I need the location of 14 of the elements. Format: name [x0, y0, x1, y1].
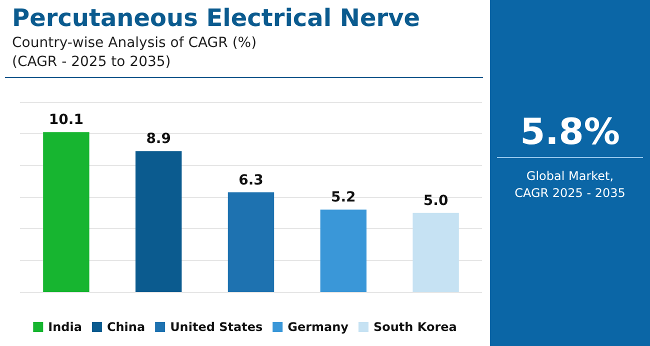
chart-subtitle: Country-wise Analysis of CAGR (%) (CAGR - 2025 to 2035): [12, 34, 257, 72]
legend-label: South Korea: [373, 320, 457, 334]
data-label: 6.3: [238, 172, 264, 188]
data-label: 5.2: [330, 190, 356, 206]
legend-label: Germany: [288, 320, 349, 334]
data-label: 8.9: [146, 131, 172, 148]
data-label: 5.0: [423, 192, 448, 209]
text: Global Market, CAGR 2025 - 2035: [514, 168, 626, 202]
chart-title: Percutaneous Electrical Nerve: [12, 4, 420, 32]
data-label: 10.1: [48, 112, 84, 128]
text: 5.8%: [519, 112, 621, 153]
legend-label: China: [106, 320, 146, 334]
legend-label: India: [48, 320, 82, 334]
legend-label: United States: [170, 320, 263, 334]
